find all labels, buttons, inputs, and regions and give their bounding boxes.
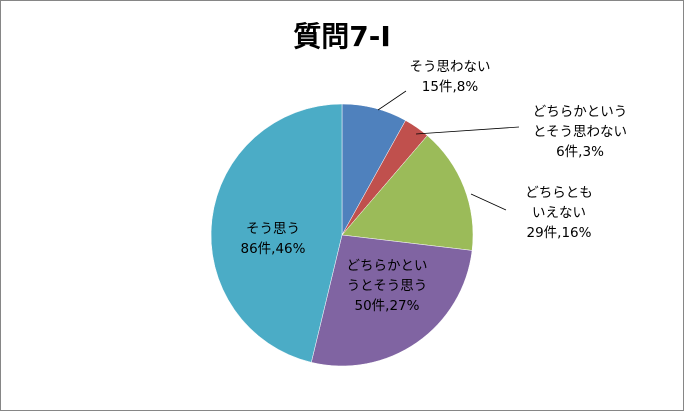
data-label-line: いえない xyxy=(532,205,586,221)
leader-line-3 xyxy=(470,193,507,211)
data-label-line: うとそう思う xyxy=(347,278,428,294)
data-label-line: そう思わない xyxy=(410,59,491,75)
data-label-line: 15件,8% xyxy=(422,79,479,95)
data-label-3: どちらともいえない 29件,16% xyxy=(525,185,593,241)
chart-title: 質問7-I xyxy=(293,20,391,53)
data-label-1: そう思わない 15件,8% xyxy=(410,59,491,95)
data-label-line: どちらとも xyxy=(525,185,593,201)
pie-slice-3 xyxy=(341,135,474,251)
pie-slice-5 xyxy=(210,103,343,363)
data-label-line: そう思う xyxy=(246,221,300,237)
data-label-2: どちらかというとそう思わない 6件,3% xyxy=(533,104,628,160)
data-label-line: とそう思わない xyxy=(533,124,627,140)
data-label-line: 6件,3% xyxy=(556,144,604,160)
data-label-line: どちらかという xyxy=(533,104,628,120)
data-label-4: どちらかというとそう思う 50件,27% xyxy=(347,258,428,314)
data-label-line: 29件,16% xyxy=(527,225,592,241)
data-label-5: そう思う 86件,46% xyxy=(241,221,306,257)
pie-slice-4 xyxy=(311,234,473,367)
leader-line-1 xyxy=(377,90,407,111)
data-label-line: 86件,46% xyxy=(241,241,306,257)
data-label-line: 50件,27% xyxy=(355,298,420,314)
leader-line-2 xyxy=(415,126,520,135)
data-label-line: どちらかとい xyxy=(347,258,428,274)
